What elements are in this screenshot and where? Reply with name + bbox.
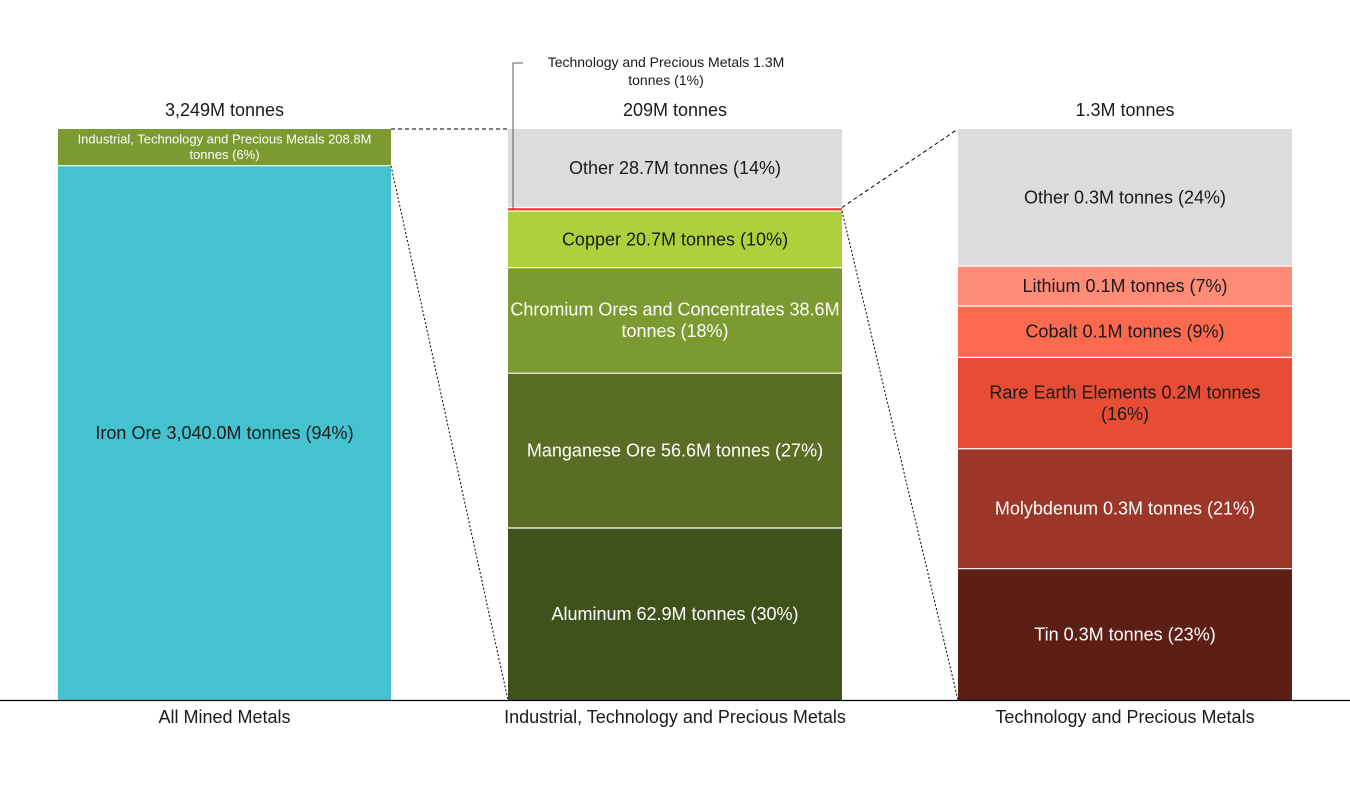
data-label-technology-and-precious-metals-lithium: Lithium 0.1M tonnes (7%) [1022,276,1227,296]
data-label-technology-and-precious-metals-rare-earth-elements: Rare Earth Elements 0.2M tonnes (16%) [989,382,1260,424]
data-label-industrial-technology-and-precious-metals-copper: Copper 20.7M tonnes (10%) [562,229,788,249]
bar-segment-industrial-technology-and-precious-metals-other [508,129,842,208]
category-label-all-mined-metals: All Mined Metals [158,707,290,727]
bar-segment-industrial-technology-and-precious-metals-copper [508,211,842,268]
data-label-all-mined-metals-iron-ore: Iron Ore 3,040.0M tonnes (94%) [95,423,353,443]
data-label-industrial-technology-and-precious-metals-other: Other 28.7M tonnes (14%) [569,158,781,178]
bar-segment-technology-and-precious-metals-rare-earth-elements [958,357,1292,449]
data-label-technology-and-precious-metals-other: Other 0.3M tonnes (24%) [1024,187,1226,207]
bar-segment-industrial-technology-and-precious-metals-chromium-ores-and-concentrates [508,267,842,374]
bar-segment-industrial-technology-and-precious-metals-aluminum [508,527,842,700]
data-label-industrial-technology-and-precious-metals-aluminum: Aluminum 62.9M tonnes (30%) [551,604,798,624]
data-label-industrial-technology-and-precious-metals-chromium-ores-and-concentrates: Chromium Ores and Concentrates 38.6M tonn… [510,299,839,341]
total-label-industrial-technology-and-precious-metals: 209M tonnes [623,100,727,120]
data-label-all-mined-metals-industrial-technology-and-precious-metals: Industrial, Technology and Precious Meta… [78,132,372,163]
category-label-technology-and-precious-metals: Technology and Precious Metals [995,707,1254,727]
data-label-industrial-technology-and-precious-metals-manganese-ore: Manganese Ore 56.6M tonnes (27%) [527,440,823,460]
data-label-technology-and-precious-metals-cobalt: Cobalt 0.1M tonnes (9%) [1025,321,1224,341]
bar-segment-technology-and-precious-metals-tin [958,568,1292,700]
bar-segment-all-mined-metals-industrial-technology-and-precious-metals [58,129,391,166]
callout-label-technology-and-precious-metals: Technology and Precious Metals 1.3M tonne… [548,54,785,88]
data-label-technology-and-precious-metals-molybdenum: Molybdenum 0.3M tonnes (21%) [995,498,1255,518]
bar-segment-technology-and-precious-metals-cobalt [958,306,1292,358]
bar-segment-industrial-technology-and-precious-metals-technology-and-precious-metals [508,207,842,212]
bar-segment-industrial-technology-and-precious-metals-manganese-ore [508,373,842,528]
total-label-technology-and-precious-metals: 1.3M tonnes [1075,100,1174,120]
bar-segment-technology-and-precious-metals-other [958,129,1292,267]
bar-segment-all-mined-metals-iron-ore [58,165,391,700]
bar-segment-technology-and-precious-metals-molybdenum [958,448,1292,569]
connector-line-bottom-1 [390,165,509,701]
category-label-industrial-technology-and-precious-metals: Industrial, Technology and Precious Meta… [504,707,846,727]
connector-line-bottom-2 [841,210,959,701]
total-label-all-mined-metals: 3,249M tonnes [165,100,284,120]
callout-leader-line [512,62,523,210]
connector-line-top-2 [841,128,959,208]
data-label-technology-and-precious-metals-tin: Tin 0.3M tonnes (23%) [1034,624,1215,644]
bar-segment-technology-and-precious-metals-lithium [958,266,1292,307]
